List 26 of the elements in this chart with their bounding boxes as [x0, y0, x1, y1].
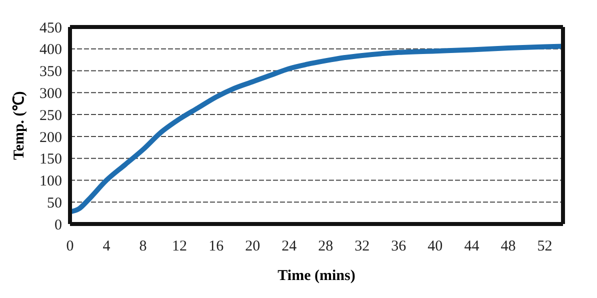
- y-tick-label: 100: [40, 174, 62, 190]
- x-tick-label: 12: [172, 238, 188, 255]
- y-tick-label: 300: [40, 86, 62, 102]
- x-tick-label: 4: [102, 238, 111, 255]
- x-tick-label: 16: [208, 238, 224, 255]
- y-tick-label: 450: [40, 20, 62, 36]
- x-axis-title: Time (mins): [278, 268, 356, 284]
- x-tick-label: 36: [391, 238, 407, 255]
- y-tick-label: 50: [47, 195, 62, 212]
- x-tick-label: 24: [282, 238, 298, 255]
- x-tick-label: 44: [464, 238, 480, 255]
- y-axis-title: Temp. (℃): [11, 91, 28, 160]
- y-tick-label: 250: [40, 108, 62, 124]
- x-tick-label: 52: [537, 238, 552, 255]
- y-tick-label: 0: [54, 217, 62, 234]
- y-tick-label: 400: [40, 42, 62, 58]
- y-tick-label: 350: [40, 64, 62, 80]
- x-tick-label: 0: [66, 238, 74, 255]
- x-tick-label: 32: [354, 238, 370, 255]
- x-tick-label: 48: [500, 238, 516, 255]
- y-tick-label: 200: [40, 130, 62, 146]
- x-tick-label: 40: [428, 238, 443, 255]
- x-tick-label: 28: [318, 238, 334, 255]
- y-tick-label: 150: [40, 152, 62, 168]
- x-tick-label: 8: [139, 238, 147, 255]
- x-tick-label: 20: [245, 238, 260, 255]
